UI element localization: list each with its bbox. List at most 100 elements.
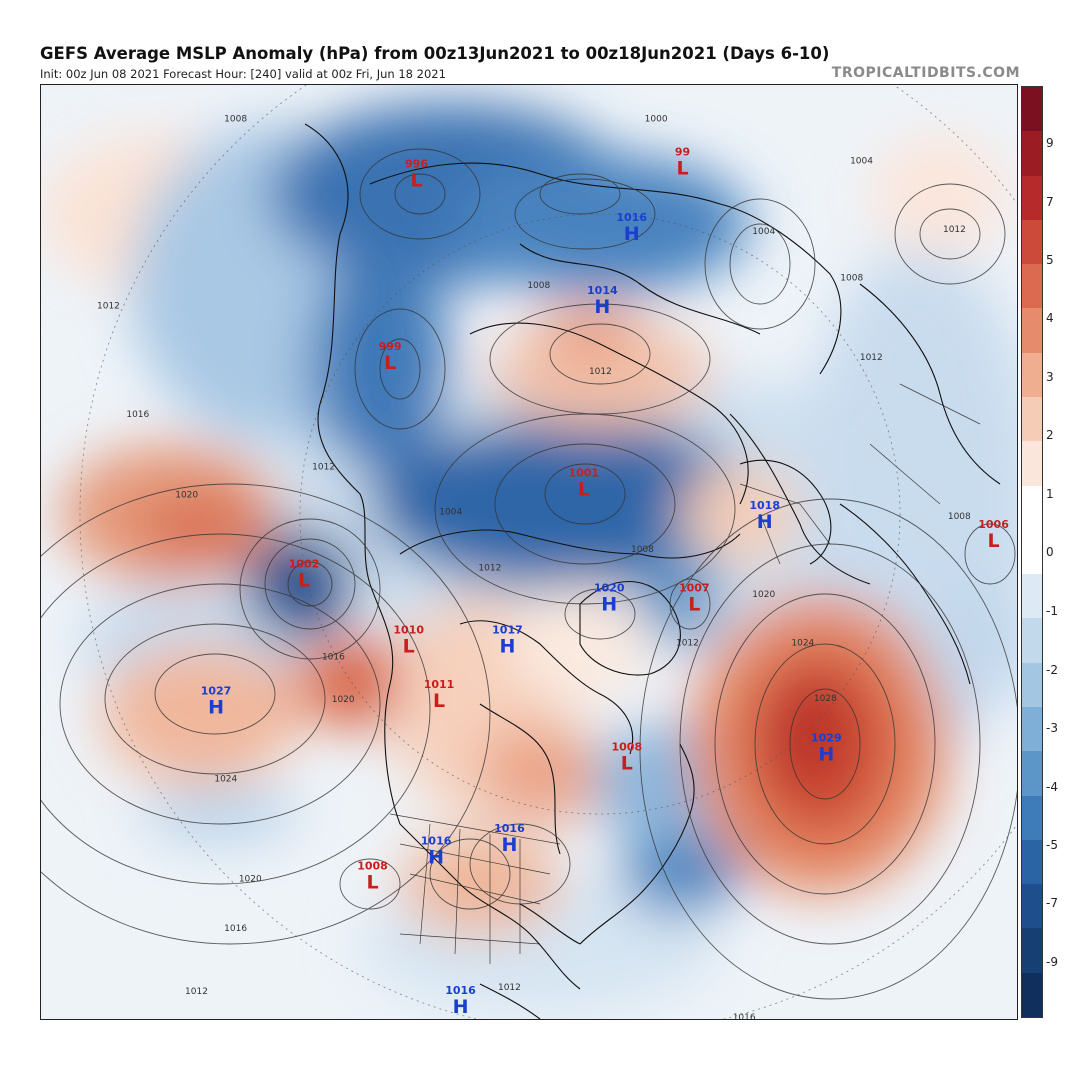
low-pressure-value: 1011 [424, 678, 455, 691]
colorbar-segment [1022, 441, 1042, 486]
low-pressure-symbol: L [688, 594, 700, 616]
isobar-label: 1020 [175, 491, 198, 501]
isobar-label: 1008 [631, 545, 654, 555]
low-pressure-value: 1007 [679, 582, 710, 595]
high-pressure-symbol: H [601, 594, 617, 616]
high-pressure-symbol: H [501, 834, 517, 856]
borders [389, 383, 981, 964]
latitude-lines [79, 84, 1018, 1020]
colorbar-segment [1022, 219, 1042, 265]
isobar-label: 1004 [439, 508, 462, 518]
low-pressure-value: 1002 [289, 557, 320, 570]
isobar-label: 1012 [943, 225, 966, 235]
high-pressure-value: 1027 [201, 685, 232, 698]
high-pressure-value: 1029 [811, 731, 842, 744]
colorbar-segment [1022, 972, 1042, 1017]
low-pressure-value: 1008 [611, 741, 642, 754]
isobar-label: 1020 [752, 590, 775, 600]
colorbar-tick-label: -2 [1046, 663, 1058, 677]
isobar-label: 1012 [589, 367, 612, 377]
high-pressure-value: 1016 [421, 834, 452, 847]
coastlines [304, 123, 1001, 1020]
colorbar-segment [1022, 308, 1042, 353]
isobar-label: 1024 [791, 639, 814, 649]
low-pressure-symbol: L [621, 753, 633, 775]
colorbar-tick-label: -3 [1046, 721, 1058, 735]
colorbar-segment [1022, 928, 1042, 973]
colorbar-segment [1022, 706, 1042, 752]
colorbar-tick-label: -5 [1046, 838, 1058, 852]
low-pressure-symbol: L [384, 352, 396, 374]
low-pressure-symbol: L [366, 872, 378, 894]
low-pressure-value: 1010 [393, 624, 424, 637]
isobar-label: 1016 [126, 410, 149, 420]
isobar-label: 1000 [645, 114, 668, 124]
isobar-label: 1028 [814, 694, 837, 704]
colorbar-tick-label: -9 [1046, 955, 1058, 969]
colorbar-segment [1022, 352, 1042, 397]
low-pressure-value: 999 [379, 340, 402, 353]
isobar-label: 1016 [224, 924, 247, 934]
isobar-label: 1012 [312, 463, 335, 473]
colorbar-tick-label: -1 [1046, 604, 1058, 618]
colorbar-segment [1022, 485, 1042, 530]
isobar-label: 1012 [676, 639, 699, 649]
isobar-label: 1004 [850, 157, 873, 167]
high-pressure-symbol: H [208, 697, 224, 719]
low-pressure-symbol: L [410, 170, 422, 192]
colorbar-tick-label: 7 [1046, 195, 1054, 209]
low-pressure-symbol: L [403, 636, 415, 658]
high-pressure-symbol: H [818, 743, 834, 765]
isobar-label: 1008 [948, 512, 971, 522]
isobar-label: 1016 [733, 1013, 756, 1020]
low-pressure-value: 1008 [357, 860, 388, 873]
low-pressure-symbol: L [298, 569, 310, 591]
colorbar-segment [1022, 529, 1042, 575]
isobar-label: 1012 [498, 983, 521, 993]
high-pressure-value: 1016 [494, 822, 525, 835]
colorbar-tick-label: 2 [1046, 428, 1054, 442]
colorbar-segment [1022, 396, 1042, 442]
low-pressure-value: 996 [405, 158, 428, 171]
isobars [40, 148, 1018, 1000]
map-title: GEFS Average MSLP Anomaly (hPa) from 00z… [40, 44, 830, 63]
high-pressure-symbol: H [594, 296, 610, 318]
high-pressure-symbol: H [453, 996, 469, 1018]
colorbar-segment [1022, 884, 1042, 929]
colorbar-tick-label: 3 [1046, 370, 1054, 384]
high-pressure-value: 1014 [587, 284, 618, 297]
colorbar-tick-label: -4 [1046, 780, 1058, 794]
low-pressure-value: 99 [675, 145, 690, 158]
colorbar-tick-label: 9 [1046, 136, 1054, 150]
high-pressure-value: 1018 [749, 499, 780, 512]
high-pressure-symbol: H [428, 846, 444, 868]
colorbar-segment [1022, 131, 1042, 176]
isobar-label: 1012 [185, 987, 208, 997]
isobar-label: 1016 [322, 653, 345, 663]
mslp-anomaly-map: 1008 1012 1016 1020 1012 1016 1020 1024 1020 1016… [40, 84, 1018, 1020]
isobar-label: 1012 [478, 564, 501, 574]
high-pressure-value: 1017 [492, 624, 523, 637]
high-pressure-value: 1016 [616, 211, 647, 224]
low-pressure-symbol: L [433, 690, 445, 712]
colorbar-segment [1022, 87, 1042, 132]
colorbar-segment [1022, 751, 1042, 796]
low-pressure-symbol: L [578, 478, 590, 500]
isobar-label: 1012 [860, 353, 883, 363]
isobar-label: 1008 [224, 114, 247, 124]
colorbar-segment [1022, 264, 1042, 309]
colorbar-tick-label: 4 [1046, 311, 1054, 325]
colorbar-segment [1022, 175, 1042, 220]
low-pressure-symbol: L [987, 530, 999, 552]
colorbar-segment [1022, 574, 1042, 619]
colorbar-tick-label: 1 [1046, 487, 1054, 501]
colorbar-segment [1022, 662, 1042, 707]
map-frame [40, 84, 1018, 1020]
colorbar-segment [1022, 839, 1042, 885]
isobar-label: 1024 [214, 774, 237, 784]
high-pressure-value: 1016 [445, 984, 476, 997]
high-pressure-symbol: H [757, 511, 773, 533]
anomaly-field [40, 104, 1018, 1014]
isobar-label: 1012 [97, 302, 120, 312]
